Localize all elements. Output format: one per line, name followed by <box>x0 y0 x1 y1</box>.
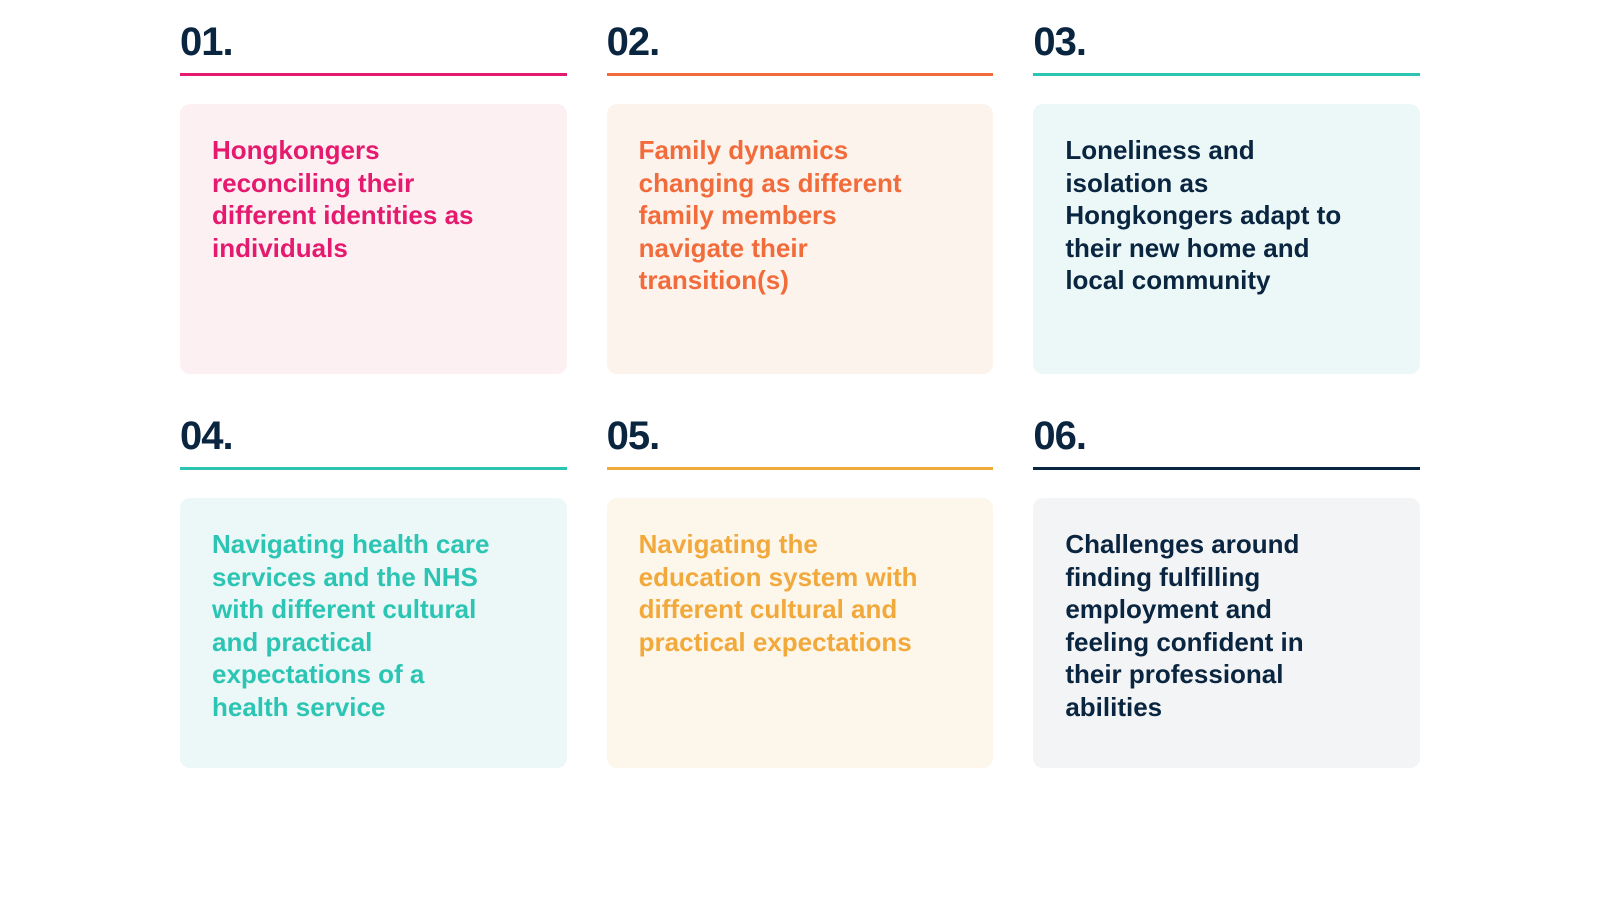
infographic-grid: 01. Hongkongers reconciling their differ… <box>180 20 1420 768</box>
item-number: 02. <box>607 20 994 73</box>
item-text: Hongkongers reconciling their different … <box>212 134 492 264</box>
item-underline <box>607 467 994 470</box>
item-text: Navigating health care services and the … <box>212 528 492 723</box>
item-card: Navigating the education system with dif… <box>607 498 994 768</box>
item-02: 02. Family dynamics changing as differen… <box>607 20 994 374</box>
item-number: 05. <box>607 414 994 467</box>
item-text: Loneliness and isolation as Hongkongers … <box>1065 134 1345 297</box>
item-number: 04. <box>180 414 567 467</box>
item-card: Challenges around finding fulfilling emp… <box>1033 498 1420 768</box>
item-underline <box>1033 467 1420 470</box>
item-01: 01. Hongkongers reconciling their differ… <box>180 20 567 374</box>
item-card: Navigating health care services and the … <box>180 498 567 768</box>
item-03: 03. Loneliness and isolation as Hongkong… <box>1033 20 1420 374</box>
item-text: Navigating the education system with dif… <box>639 528 919 658</box>
item-number: 06. <box>1033 414 1420 467</box>
item-05: 05. Navigating the education system with… <box>607 414 994 768</box>
item-text: Family dynamics changing as different fa… <box>639 134 919 297</box>
item-06: 06. Challenges around finding fulfilling… <box>1033 414 1420 768</box>
item-underline <box>180 467 567 470</box>
item-card: Hongkongers reconciling their different … <box>180 104 567 374</box>
item-underline <box>607 73 994 76</box>
item-number: 01. <box>180 20 567 73</box>
item-card: Family dynamics changing as different fa… <box>607 104 994 374</box>
item-card: Loneliness and isolation as Hongkongers … <box>1033 104 1420 374</box>
item-04: 04. Navigating health care services and … <box>180 414 567 768</box>
item-underline <box>180 73 567 76</box>
item-underline <box>1033 73 1420 76</box>
item-number: 03. <box>1033 20 1420 73</box>
item-text: Challenges around finding fulfilling emp… <box>1065 528 1345 723</box>
